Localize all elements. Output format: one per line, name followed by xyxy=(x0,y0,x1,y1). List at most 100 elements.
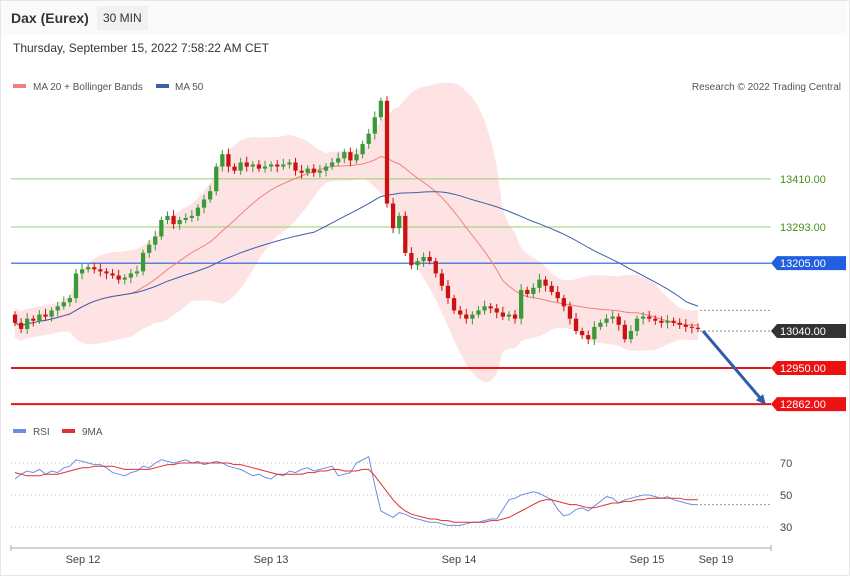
candle xyxy=(488,303,493,314)
candle xyxy=(37,310,42,325)
candle-body xyxy=(268,164,274,167)
rsi-legend-swatch xyxy=(13,429,26,433)
candle xyxy=(220,149,225,172)
forecast-arrow xyxy=(701,330,766,405)
candle-body xyxy=(67,298,73,303)
candle xyxy=(214,163,219,196)
candle xyxy=(586,330,591,345)
x-tick-label: Sep 14 xyxy=(442,554,477,566)
candle xyxy=(549,281,554,296)
candle-body xyxy=(506,314,512,317)
candle-body xyxy=(140,252,146,272)
chart-datetime: Thursday, September 15, 2022 7:58:22 AM … xyxy=(13,41,269,55)
candle-body xyxy=(433,261,438,274)
candle xyxy=(384,96,390,208)
candle-body xyxy=(397,215,402,229)
candle-body xyxy=(329,162,335,167)
candle-body xyxy=(232,166,237,171)
candle-body xyxy=(92,267,97,270)
candle xyxy=(415,257,420,271)
candle-body xyxy=(519,289,524,319)
ma9-legend-label: 9MA xyxy=(82,427,103,438)
candle-body xyxy=(159,220,164,237)
candle-body xyxy=(525,289,530,294)
candle xyxy=(659,316,664,328)
candle-body xyxy=(671,320,676,323)
candle-body xyxy=(342,152,347,159)
candle xyxy=(268,161,274,172)
candle xyxy=(689,323,695,334)
candle xyxy=(262,160,268,173)
candle-body xyxy=(628,331,634,340)
candle-body xyxy=(439,273,445,286)
candle-body xyxy=(494,308,499,313)
rsi-ma-line xyxy=(14,462,698,523)
price-levels: 13410.00 13293.00 13205.00 13040.00 12950.00… xyxy=(11,174,846,412)
candle xyxy=(476,305,481,318)
candle xyxy=(610,310,615,324)
candle-body xyxy=(561,298,566,307)
candle xyxy=(201,194,207,214)
timeframe-button[interactable]: 30 MIN xyxy=(97,6,148,30)
candle-body xyxy=(122,277,127,280)
candle xyxy=(189,210,194,223)
ma20-legend-label: MA 20 + Bollinger Bands xyxy=(33,82,143,93)
candle xyxy=(329,157,335,170)
candle-body xyxy=(390,203,396,229)
candle xyxy=(159,216,164,240)
candle-body xyxy=(299,170,304,173)
candle-body xyxy=(360,143,365,155)
candle xyxy=(153,230,158,251)
candle-body xyxy=(573,318,579,331)
candle-body xyxy=(640,316,646,319)
candle xyxy=(366,129,371,149)
candle-body xyxy=(567,306,573,319)
rsi-legend-label: RSI xyxy=(33,427,50,438)
candle xyxy=(92,262,97,274)
candle xyxy=(18,318,24,334)
candle xyxy=(311,164,316,177)
resistance-label: 13293.00 xyxy=(780,222,826,234)
candle-body xyxy=(366,133,371,144)
candle-body xyxy=(73,273,79,299)
candle xyxy=(604,314,609,327)
candle xyxy=(140,249,146,276)
candle xyxy=(165,211,170,225)
candle-body xyxy=(409,252,414,266)
candle-body xyxy=(128,273,134,278)
candle xyxy=(348,147,353,167)
candle-body xyxy=(689,326,695,328)
candle xyxy=(519,284,524,325)
candle xyxy=(342,148,347,164)
candle xyxy=(458,305,463,319)
candle-body xyxy=(549,285,554,292)
support-tag xyxy=(771,397,846,412)
candle xyxy=(390,197,396,234)
candle-body xyxy=(579,331,585,336)
candle xyxy=(397,212,402,234)
candle xyxy=(256,159,262,172)
candle xyxy=(73,268,79,304)
candle xyxy=(634,315,640,336)
candle-body xyxy=(43,314,48,317)
candle xyxy=(61,296,66,310)
candle-body xyxy=(317,170,323,173)
candle xyxy=(12,311,18,327)
candle-body xyxy=(500,312,505,317)
candle xyxy=(464,308,469,324)
candle xyxy=(244,156,249,172)
candle-body xyxy=(451,298,457,311)
candle-body xyxy=(543,279,548,286)
candle-body xyxy=(79,269,85,274)
candle-body xyxy=(647,316,652,319)
candle-body xyxy=(104,271,109,274)
candle-body xyxy=(659,320,664,323)
candle xyxy=(31,315,36,327)
candle xyxy=(653,315,658,325)
candle-body xyxy=(592,326,597,340)
candle-body xyxy=(177,220,182,225)
candle xyxy=(275,159,280,173)
candle xyxy=(573,312,579,335)
candle xyxy=(647,310,652,322)
candle-body xyxy=(421,257,426,262)
